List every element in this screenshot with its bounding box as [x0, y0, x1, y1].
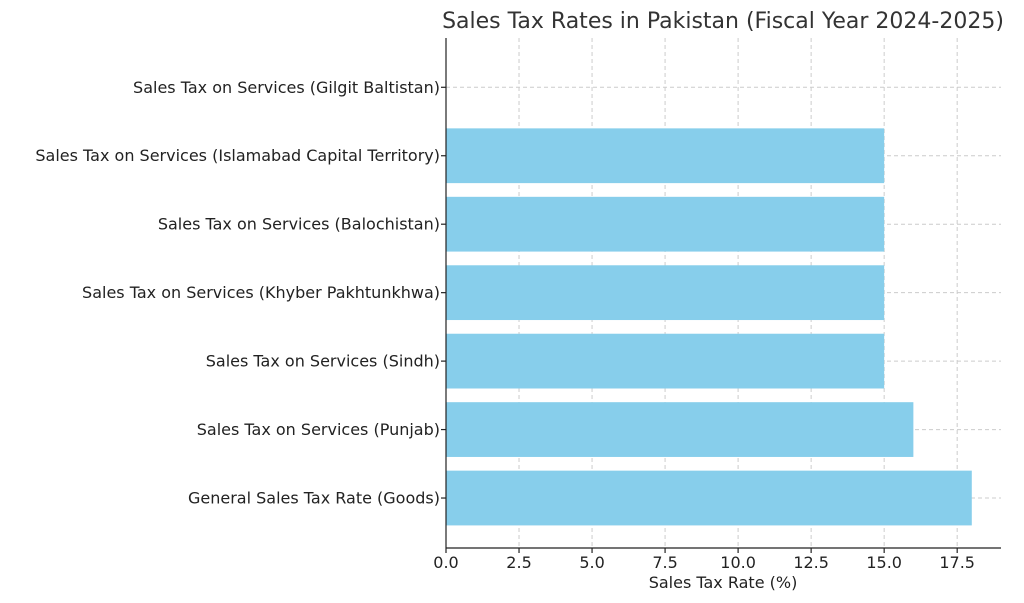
category-label: General Sales Tax Rate (Goods) — [188, 489, 440, 508]
bar-1 — [446, 470, 972, 526]
category-label: Sales Tax on Services (Punjab) — [197, 420, 440, 439]
bar-6 — [446, 128, 885, 184]
x-tick-label: 10.0 — [720, 553, 756, 572]
x-tick-label: 5.0 — [579, 553, 604, 572]
x-tick-label: 15.0 — [866, 553, 902, 572]
x-tick-label: 2.5 — [506, 553, 531, 572]
category-label: Sales Tax on Services (Gilgit Baltistan) — [133, 78, 440, 97]
bar-3 — [446, 333, 885, 389]
bar-4 — [446, 265, 885, 321]
category-labels: General Sales Tax Rate (Goods) Sales Tax … — [35, 78, 440, 508]
x-tick-label: 17.5 — [939, 553, 975, 572]
bars — [446, 128, 972, 526]
bar-5 — [446, 196, 885, 252]
x-tick-labels: 0.0 2.5 5.0 7.5 10.0 12.5 15.0 17.5 — [433, 553, 975, 572]
chart-title: Sales Tax Rates in Pakistan (Fiscal Year… — [442, 9, 1004, 34]
axes — [441, 38, 1001, 553]
x-tick-label: 12.5 — [793, 553, 829, 572]
bar-2 — [446, 402, 914, 457]
category-label: Sales Tax on Services (Sindh) — [206, 352, 440, 371]
x-tick-label: 0.0 — [433, 553, 458, 572]
category-label: Sales Tax on Services (Islamabad Capital… — [35, 146, 440, 165]
category-label: Sales Tax on Services (Khyber Pakhtunkhw… — [82, 283, 440, 302]
x-tick-label: 7.5 — [652, 553, 677, 572]
category-label: Sales Tax on Services (Balochistan) — [158, 215, 440, 234]
x-axis-label: Sales Tax Rate (%) — [649, 573, 798, 592]
